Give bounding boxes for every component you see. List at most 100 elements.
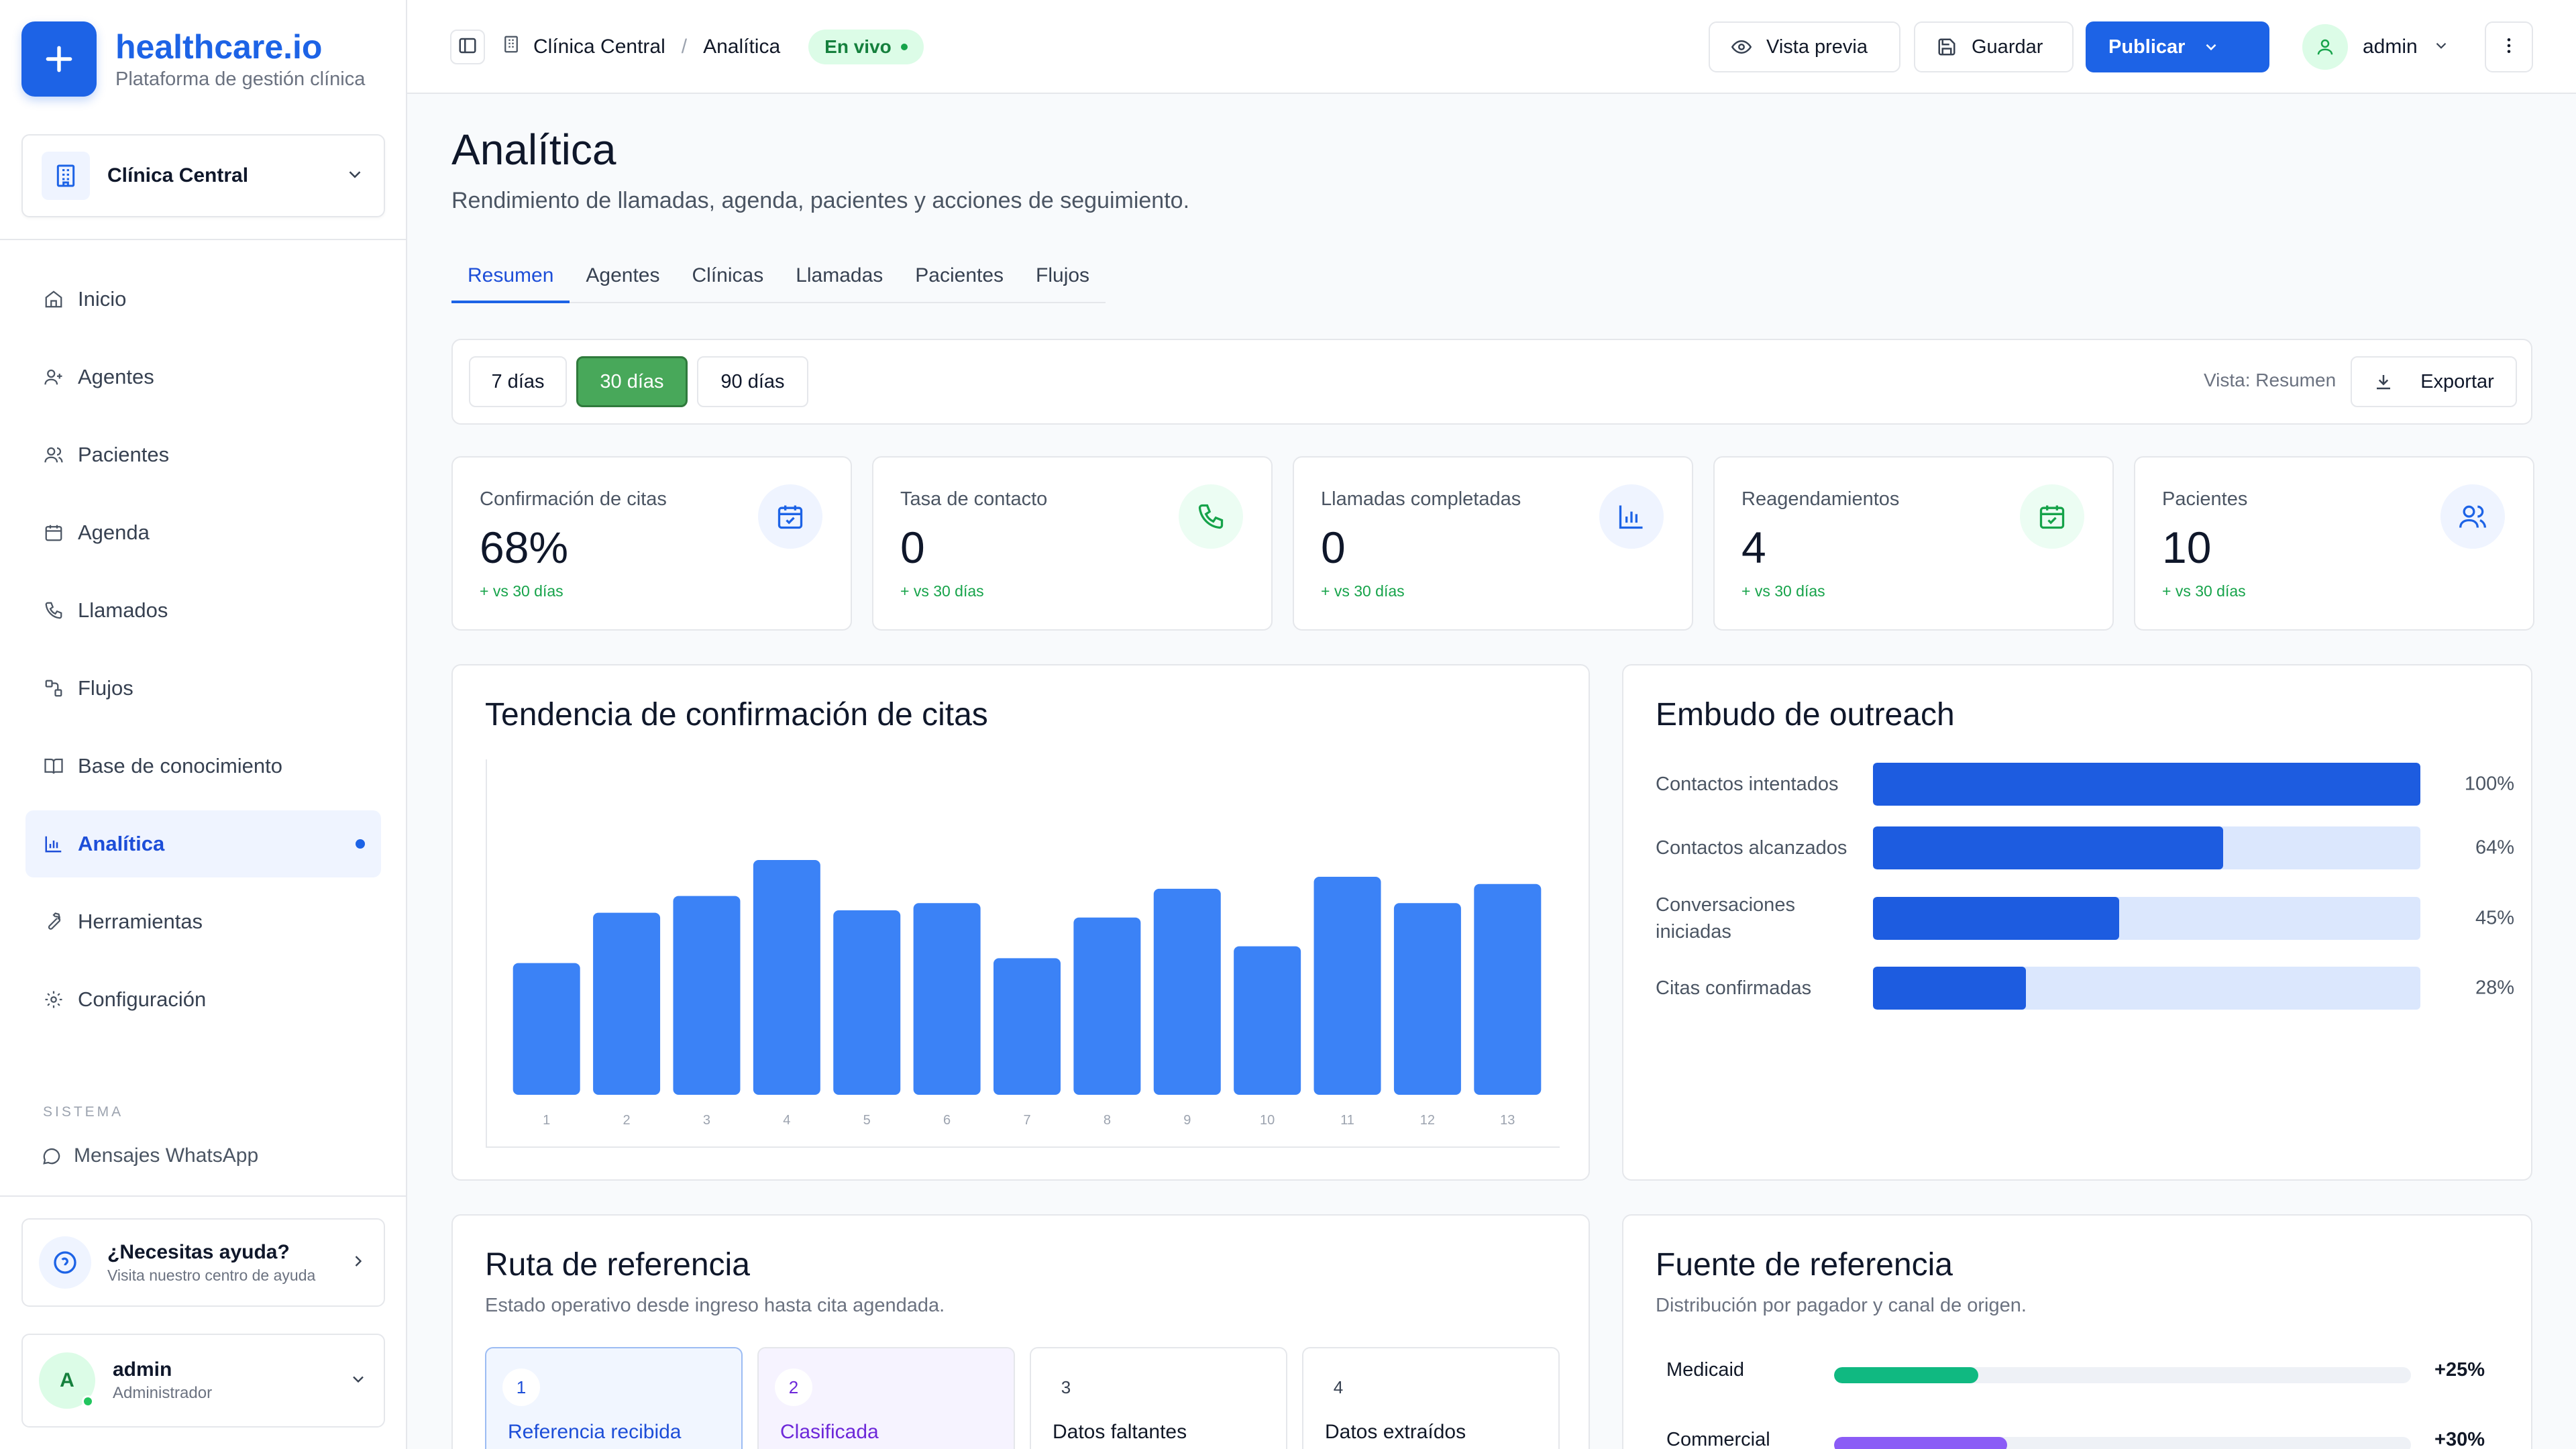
source-delta: +25% (2434, 1359, 2485, 1381)
sidebar-item-inicio[interactable]: Inicio (25, 266, 381, 333)
source-row: Commercial +30% (1666, 1424, 2485, 1449)
route-step-3[interactable]: 3 Datos faltantes (1030, 1347, 1287, 1449)
tab-resumen[interactable]: Resumen (451, 259, 570, 303)
x-tick-label: 4 (783, 1113, 790, 1128)
tab-pacientes[interactable]: Pacientes (915, 264, 1004, 286)
route-step-1[interactable]: 1 Referencia recibida (485, 1347, 743, 1449)
x-tick-label: 12 (1420, 1113, 1435, 1128)
chart-bar[interactable] (994, 958, 1061, 1095)
chart-bar[interactable] (673, 896, 741, 1095)
online-status-dot (82, 1395, 94, 1407)
x-tick-label: 11 (1340, 1113, 1354, 1128)
referral-source-card: Fuente de referencia Distribución por pa… (1622, 1214, 2532, 1449)
clinic-selector[interactable]: Clínica Central (21, 134, 385, 217)
sidebar-item-label: Inicio (78, 287, 127, 311)
publish-button[interactable]: Publicar (2086, 21, 2269, 72)
chart-bar[interactable] (753, 860, 820, 1095)
chart-bar[interactable] (1153, 888, 1221, 1095)
sidebar-item-agentes[interactable]: Agentes (25, 343, 381, 411)
sidebar-nav: Inicio Agentes Pacientes Agenda Llamados… (25, 266, 381, 1044)
kpi-label: Pacientes (2162, 488, 2248, 510)
avatar: A (39, 1352, 95, 1409)
chart-bar[interactable] (1313, 877, 1381, 1095)
brand[interactable]: healthcare.io Plataforma de gestión clín… (21, 21, 365, 97)
funnel-pct: 100% (2464, 773, 2514, 795)
sidebar-item-analitica[interactable]: Analítica (25, 810, 381, 877)
user-menu[interactable]: admin (2302, 21, 2450, 72)
chart-bar[interactable] (513, 963, 580, 1095)
x-tick-label: 9 (1183, 1113, 1191, 1128)
save-button[interactable]: Guardar (1914, 21, 2074, 72)
range-30-days-button[interactable]: 30 días (576, 356, 688, 407)
page-title: Analítica (451, 125, 616, 174)
status-badge: En vivo (808, 30, 924, 64)
sidebar-item-herramientas[interactable]: Herramientas (25, 888, 381, 955)
chart-bar[interactable] (593, 912, 661, 1095)
breadcrumb-item-clinica[interactable]: Clínica Central (533, 36, 665, 58)
help-card[interactable]: ¿Necesitas ayuda? Visita nuestro centro … (21, 1218, 385, 1307)
users-icon (2440, 484, 2505, 549)
user-card[interactable]: A admin Administrador (21, 1334, 385, 1428)
avatar-initial: A (60, 1369, 74, 1391)
active-indicator-dot (356, 839, 365, 849)
tab-flujos[interactable]: Flujos (1036, 264, 1090, 286)
home-icon (42, 287, 66, 311)
export-button[interactable]: Exportar (2351, 356, 2517, 407)
sidebar-divider (0, 239, 407, 240)
page-subtitle: Rendimiento de llamadas, agenda, pacient… (451, 188, 1190, 213)
sidebar-item-label: Analítica (78, 832, 165, 855)
funnel-card: Embudo de outreach Contactos intentados … (1622, 664, 2532, 1181)
help-icon (39, 1236, 91, 1289)
kpi-card-confirmacion: Confirmación de citas 68% + vs 30 días (451, 456, 852, 631)
filter-bar: 7 días 30 días 90 días Vista: Resumen Ex… (451, 339, 2532, 425)
chart-bar[interactable] (913, 903, 981, 1095)
chevron-down-icon (345, 164, 365, 188)
chart-bar[interactable] (1474, 883, 1542, 1095)
tab-agentes[interactable]: Agentes (586, 264, 660, 286)
calendar-icon (42, 521, 66, 545)
route-step-4[interactable]: 4 Datos extraídos (1302, 1347, 1560, 1449)
publish-button-label: Publicar (2108, 36, 2186, 58)
chart-bar[interactable] (833, 910, 901, 1095)
sidebar-item-llamados[interactable]: Llamados (25, 577, 381, 644)
chart-bar[interactable] (1234, 946, 1301, 1095)
sidebar-item-label: Pacientes (78, 443, 170, 466)
section-label-sistema: SISTEMA (43, 1104, 124, 1120)
chart-bar[interactable] (1073, 917, 1141, 1095)
sidebar-toggle-button[interactable] (450, 30, 485, 64)
book-icon (42, 754, 66, 778)
sidebar-item-configuracion[interactable]: Configuración (25, 966, 381, 1033)
funnel-track (1873, 897, 2420, 940)
step-number: 3 (1061, 1377, 1071, 1397)
building-icon (501, 34, 521, 60)
step-label: Datos extraídos (1325, 1421, 1466, 1443)
range-7-days-button[interactable]: 7 días (469, 356, 567, 407)
step-number: 4 (1333, 1377, 1344, 1397)
wrench-icon (42, 910, 66, 934)
x-tick-label: 10 (1260, 1113, 1275, 1128)
step-label: Clasificada (780, 1421, 879, 1443)
preview-button-label: Vista previa (1766, 36, 1868, 58)
tab-llamadas[interactable]: Llamadas (796, 264, 883, 286)
kpi-card-pacientes: Pacientes 10 + vs 30 días (2134, 456, 2534, 631)
route-step-2[interactable]: 2 Clasificada (757, 1347, 1015, 1449)
save-icon (1937, 37, 1957, 57)
range-90-days-button[interactable]: 90 días (697, 356, 808, 407)
funnel-label: Conversaciones iniciadas (1656, 894, 1795, 943)
tab-clinicas[interactable]: Clínicas (692, 264, 764, 286)
kpi-delta: + vs 30 días (1741, 582, 1825, 600)
preview-button[interactable]: Vista previa (1709, 21, 1900, 72)
more-options-button[interactable] (2485, 21, 2533, 72)
source-delta: +30% (2434, 1429, 2485, 1449)
sidebar-item-pacientes[interactable]: Pacientes (25, 421, 381, 488)
kpi-value: 10 (2162, 523, 2212, 572)
sidebar-item-flujos[interactable]: Flujos (25, 655, 381, 722)
kpi-card-reagendamientos: Reagendamientos 4 + vs 30 días (1713, 456, 2114, 631)
trend-bar-chart: 1 2 3 4 5 6 7 8 9 10 11 12 13 (486, 759, 1560, 1148)
sidebar-item-agenda[interactable]: Agenda (25, 499, 381, 566)
funnel-row: Contactos intentados 100% (1656, 761, 2514, 808)
chart-bar[interactable] (1393, 903, 1461, 1095)
sidebar-item-base-de-conocimiento[interactable]: Base de conocimiento (25, 733, 381, 800)
sidebar-item-mensajes-whatsapp[interactable]: Mensajes WhatsApp (42, 1144, 258, 1167)
